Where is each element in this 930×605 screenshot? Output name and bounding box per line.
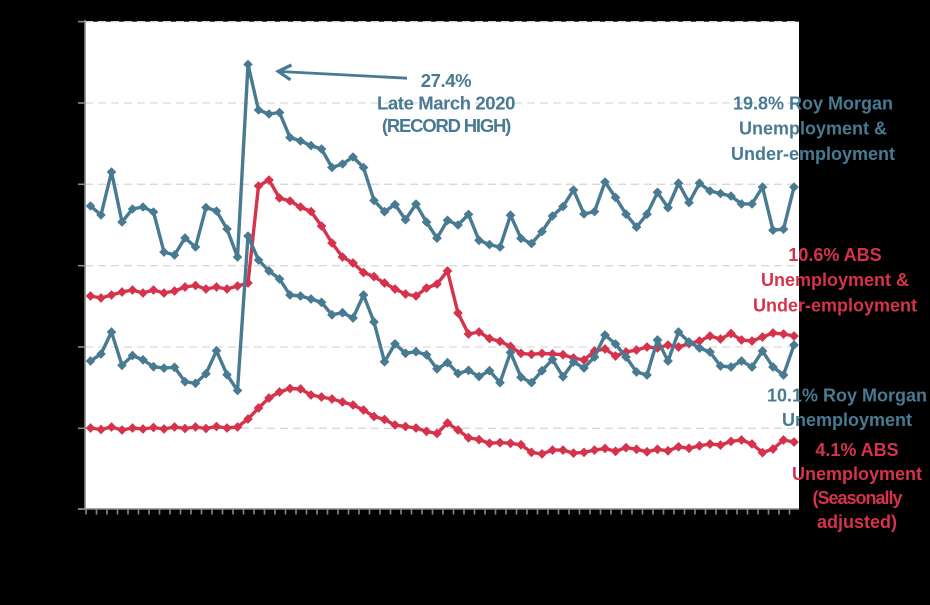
svg-text:(RECORD HIGH): (RECORD HIGH): [382, 115, 511, 136]
svg-text:27.4%: 27.4%: [421, 70, 471, 91]
svg-text:adjusted): adjusted): [817, 512, 897, 532]
svg-text:Unemployment: Unemployment: [792, 464, 922, 484]
svg-text:Under-employment: Under-employment: [753, 296, 917, 316]
svg-text:Unemployment &: Unemployment &: [739, 119, 887, 139]
svg-text:(Seasonally: (Seasonally: [812, 488, 902, 508]
svg-text:Unemployment &: Unemployment &: [761, 270, 909, 290]
svg-text:Unemployment: Unemployment: [782, 410, 912, 430]
svg-text:10.1% Roy Morgan: 10.1% Roy Morgan: [767, 385, 927, 405]
svg-text:10.6% ABS: 10.6% ABS: [788, 245, 881, 265]
svg-text:Under-employment: Under-employment: [731, 144, 895, 164]
svg-text:4.1% ABS: 4.1% ABS: [815, 440, 898, 460]
svg-text:Late March 2020: Late March 2020: [377, 92, 515, 113]
svg-text:19.8% Roy Morgan: 19.8% Roy Morgan: [733, 93, 893, 113]
